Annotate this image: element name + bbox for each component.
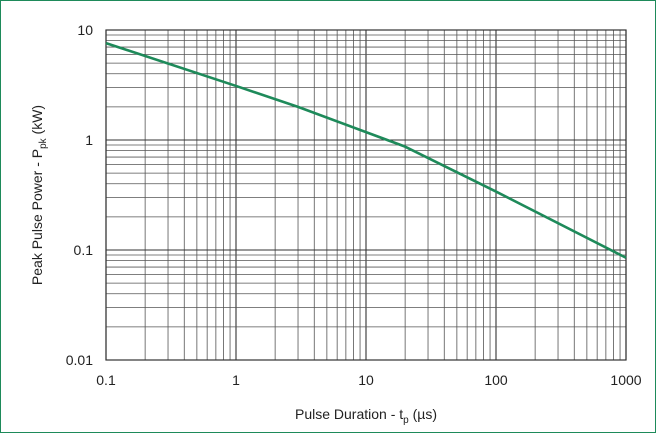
y-tick-label: 0.1 — [74, 242, 94, 258]
grid-lines — [105, 29, 627, 361]
y-tick-label: 1 — [85, 132, 93, 148]
x-tick-label: 100 — [484, 372, 508, 388]
x-tick-label: 0.1 — [96, 372, 116, 388]
x-tick-label: 1000 — [610, 372, 641, 388]
x-tick-label: 1 — [232, 372, 240, 388]
series-group — [105, 41, 627, 259]
x-axis-label: Pulse Duration - tp (µs) — [295, 406, 437, 426]
x-tick-label: 10 — [358, 372, 374, 388]
y-tick-label: 10 — [77, 22, 93, 38]
y-tick-label: 0.01 — [66, 352, 93, 368]
plot-border — [105, 29, 627, 361]
y-axis-label: Peak Pulse Power - Ppk (kW) — [29, 105, 49, 285]
series-line-1 — [105, 41, 627, 259]
